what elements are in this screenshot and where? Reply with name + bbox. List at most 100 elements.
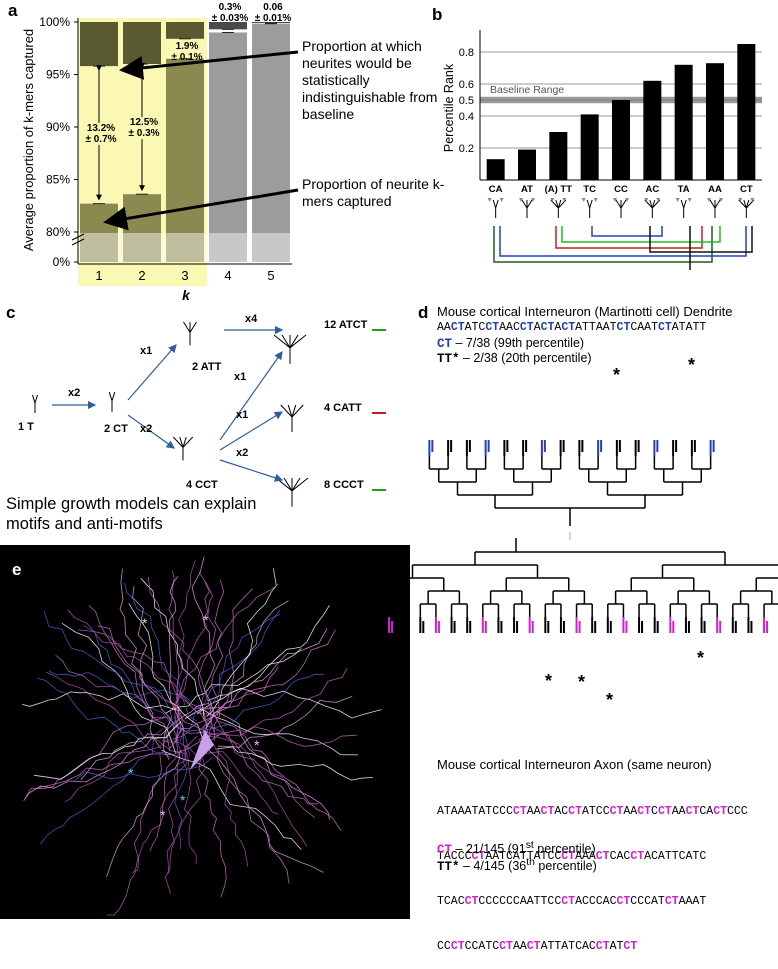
stat-sup: st — [525, 840, 534, 851]
neurite — [35, 735, 211, 789]
tree-icon — [183, 321, 191, 333]
bar-segment — [209, 22, 247, 30]
stat-text: – 4/145 (36 — [463, 859, 527, 874]
tree-icon — [683, 199, 687, 209]
tree-icon — [291, 477, 309, 492]
tree-icon — [613, 198, 629, 202]
panel-label: e — [12, 560, 21, 579]
neurite — [209, 738, 249, 867]
neurite — [203, 735, 308, 847]
x-tick-label: CA — [489, 184, 503, 195]
y-tick-label: 80% — [46, 225, 70, 239]
bar — [252, 23, 290, 263]
neurite — [23, 726, 175, 802]
bar — [486, 159, 505, 180]
neurite — [24, 716, 166, 799]
x-tick-label: 4 — [224, 268, 231, 283]
tree-icon — [280, 404, 293, 418]
panel-label: b — [432, 5, 442, 24]
neurite — [210, 579, 225, 741]
neurite — [206, 568, 277, 717]
y-tick-label: 0.5 — [459, 95, 474, 107]
stat-text: – 21/145 (91 — [455, 842, 526, 857]
difference-label: 13.2% — [87, 123, 115, 134]
difference-label: ± 0.3% — [128, 128, 159, 139]
neurite — [216, 748, 290, 884]
neurite — [80, 702, 210, 781]
tree-icon — [182, 436, 187, 448]
tree-icon — [179, 436, 184, 448]
tree-icon — [555, 199, 559, 209]
difference-label: ± 0.03% — [212, 13, 249, 24]
edge-label: x2 — [68, 387, 80, 399]
neurite — [36, 677, 172, 759]
y-tick-label: 0% — [53, 255, 71, 269]
tree-icon — [182, 436, 194, 448]
neurite — [169, 582, 210, 742]
sequence-line: TACCCCTAATCATTATCCCTAAACTCACCTACATTCATC — [437, 850, 707, 863]
asterisk: * — [578, 672, 585, 692]
neurite — [165, 648, 302, 714]
tree-icon — [283, 477, 293, 492]
bar — [123, 194, 161, 262]
asterisk: * — [697, 648, 704, 668]
tree-icon — [745, 199, 750, 209]
difference-label: 0.3% — [219, 2, 242, 13]
stat: CT – 21/145 (91st percentile) — [437, 838, 596, 858]
node-label: 4 CATT — [324, 402, 362, 414]
tree-icon — [34, 394, 38, 404]
node-label: 2 ATT — [192, 361, 222, 373]
trees-d: * * * * * * — [356, 355, 778, 710]
neurite — [124, 582, 197, 722]
neurite — [207, 668, 348, 743]
annotation: Proportion at which neurites would be st… — [302, 38, 438, 122]
neurite — [97, 625, 220, 737]
stat: CT – 7/38 (99th percentile) — [437, 336, 584, 352]
diagram-c: 1 T 2 CT 2 ATT 4 CCT 12 ATCT 4 CATT 8 CCCT x2 x1… — [18, 313, 368, 507]
neurite — [22, 691, 179, 711]
neurite — [217, 696, 353, 748]
x-tick-label: AC — [645, 184, 659, 195]
node-label: 4 CCT — [186, 479, 218, 491]
difference-label: 0.06 — [263, 2, 283, 13]
tree-icon — [714, 199, 721, 209]
neurite — [132, 586, 172, 760]
asterisk: * — [606, 690, 613, 710]
edge — [219, 411, 284, 451]
asterisk: * — [128, 765, 134, 781]
asterisk: * — [180, 792, 186, 808]
label-bg — [84, 133, 118, 145]
neurite — [198, 572, 217, 722]
label-bg — [128, 117, 160, 129]
bar-segment — [252, 22, 290, 24]
neurite — [198, 588, 253, 741]
sequence: AACTATCCTAACCTACTACTATTAATCTCAATCTATATT — [437, 320, 706, 335]
neurite — [191, 556, 216, 717]
tree-icon — [615, 199, 622, 209]
neurite — [128, 603, 204, 742]
tree-icon — [707, 198, 723, 202]
tree-icon — [519, 198, 535, 202]
edge — [127, 414, 175, 449]
edge-label: x4 — [245, 313, 258, 325]
y-tick-label: 85% — [46, 173, 70, 187]
neurite — [174, 583, 279, 709]
bar — [518, 149, 536, 180]
edge-label: x1 — [236, 409, 248, 421]
figure: a b c d * * * * * * e 1 13.2%± 0.7% 2 12.5%± 0.3… — [0, 1, 778, 919]
tree-icon — [521, 199, 528, 209]
tree-icon — [680, 199, 685, 209]
tree-icon — [289, 334, 299, 349]
annotation: Proportion of neurite k-mers captured — [302, 176, 445, 209]
tree-icon — [108, 391, 113, 401]
asterisk: * — [613, 365, 620, 385]
bar-segment — [123, 22, 161, 64]
neurite — [174, 560, 196, 744]
bar — [643, 80, 662, 180]
bar — [166, 58, 204, 262]
node-label: 12 ATCT — [324, 319, 368, 331]
bar — [549, 132, 568, 180]
edge — [219, 351, 283, 441]
sequence-line: ATAAATATCCCCTAACTACCTATCCCTAACTCCTAACTCA… — [437, 805, 748, 818]
